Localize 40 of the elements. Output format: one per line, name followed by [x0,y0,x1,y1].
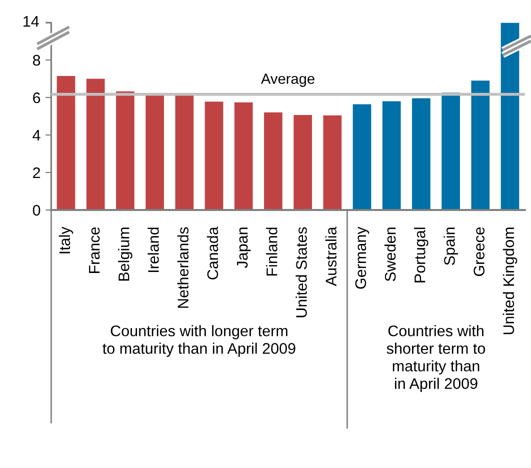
x-tick-label: Japan [237,228,251,268]
x-tick-label: Belgium [118,228,132,281]
x-tick-label: Finland [266,228,278,276]
y-tick-label: 2 [33,167,40,178]
bar [175,94,194,210]
x-tick-label: Sweden [384,228,396,282]
bar [264,112,282,210]
bar [352,104,372,210]
x-tick-label: Australia [325,226,336,286]
bar [116,91,134,210]
x-tick-label: United Kingdom [502,228,518,334]
y-tick-label: 4 [32,130,40,141]
text: Countries with longer term to maturity than in April 2009 [102,325,296,357]
text: 14 [24,16,39,27]
bar [146,94,164,210]
bar [323,115,342,210]
bar [204,102,224,210]
x-tick-label: Netherlands [177,227,188,308]
bar [382,101,401,210]
bar [412,98,430,210]
x-tick-label: Ireland [148,228,159,272]
bar [471,80,490,210]
x-tick-label: Greece [474,227,484,276]
bar [86,78,105,210]
x-tick-label: Germany [355,226,370,289]
bar [442,92,460,210]
x-tick-label: Canada [206,226,218,280]
x-tick-label: Italy [58,226,74,254]
x-tick-label: France [89,227,100,273]
x-tick-label: Spain [444,228,458,266]
x-tick-label: United States [296,227,307,318]
text: Countries with shorter term to maturity than in April 2009 [386,325,486,392]
y-tick-label: 0 [32,204,40,216]
y-tick-label: 8 [32,54,40,66]
bar [56,76,76,210]
x-tick-label: Portugal [414,228,428,282]
bar [294,114,312,210]
y-tick-label: 6 [33,92,40,104]
ref-line-label: Average [261,74,314,87]
bar [234,102,253,210]
